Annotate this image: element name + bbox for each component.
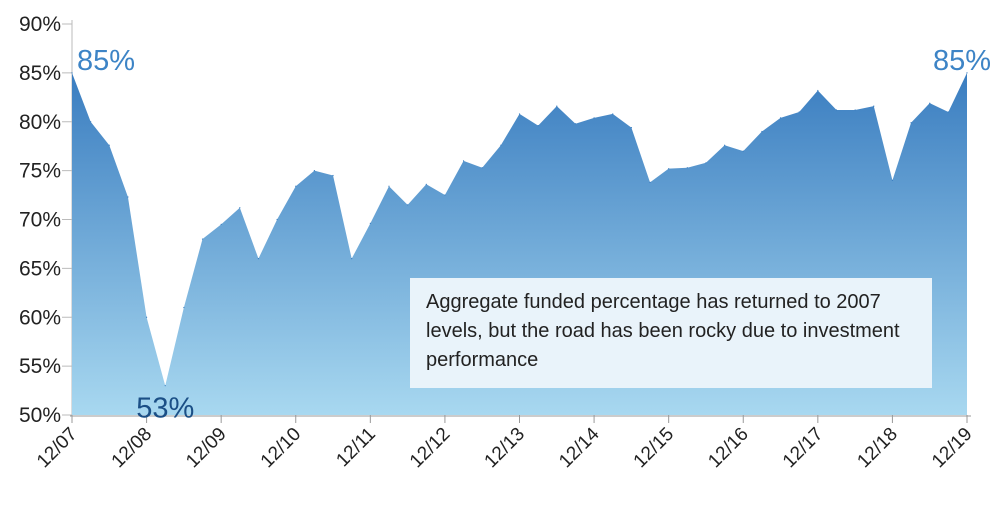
y-tick-label: 55% <box>19 355 61 378</box>
x-tick-label: 12/12 <box>406 424 454 472</box>
chart-note: Aggregate funded percentage has returned… <box>410 278 932 388</box>
data-point <box>593 117 595 119</box>
data-point <box>891 179 894 181</box>
trough-value-label: 53% <box>136 393 194 425</box>
data-point <box>630 127 632 129</box>
data-point <box>481 167 483 169</box>
data-point <box>164 385 166 387</box>
x-tick-label: 12/14 <box>555 423 604 472</box>
x-tick-label: 12/09 <box>182 424 230 472</box>
data-point <box>295 185 297 187</box>
data-point <box>183 306 185 309</box>
data-point <box>873 105 875 107</box>
y-tick-label: 90% <box>19 13 61 36</box>
x-tick-label: 12/17 <box>779 424 827 472</box>
data-point <box>108 144 110 146</box>
data-point <box>127 196 129 198</box>
data-point <box>388 185 390 187</box>
data-point <box>369 222 371 225</box>
data-point <box>444 194 446 196</box>
x-tick-label: 12/13 <box>481 424 529 472</box>
data-point <box>947 111 949 113</box>
x-tick-label: 12/10 <box>257 424 305 472</box>
y-tick-label: 50% <box>19 404 61 427</box>
data-point <box>966 72 968 74</box>
data-point <box>145 316 148 318</box>
x-tick-label: 12/16 <box>704 424 752 472</box>
x-tick-label: 12/15 <box>630 424 678 472</box>
data-point <box>556 105 558 107</box>
y-tick-label: 70% <box>19 209 61 232</box>
data-point <box>90 121 92 123</box>
data-point <box>332 174 334 177</box>
data-point <box>779 117 782 119</box>
data-point <box>817 89 819 92</box>
data-point <box>425 183 427 185</box>
data-point <box>351 258 353 260</box>
y-tick-label: 60% <box>19 306 61 329</box>
y-tick-label: 85% <box>19 62 61 85</box>
data-point <box>537 125 539 127</box>
y-tick-label: 80% <box>19 111 61 134</box>
data-point <box>71 72 73 74</box>
data-point <box>798 111 800 113</box>
data-point <box>462 160 465 162</box>
x-tick-label: 12/08 <box>108 424 156 472</box>
data-point <box>668 168 670 170</box>
data-point <box>742 150 744 152</box>
data-point <box>929 102 931 104</box>
data-point <box>910 122 912 124</box>
data-point <box>761 130 763 133</box>
y-tick-label: 65% <box>19 257 61 280</box>
x-tick-label: 12/18 <box>853 424 901 472</box>
x-tick-label: 12/07 <box>33 424 81 472</box>
data-point <box>518 113 521 115</box>
annotation-labels: 85% 53% 85% <box>77 45 991 425</box>
x-tick-label: 12/11 <box>332 424 379 471</box>
data-point <box>649 181 651 183</box>
data-point <box>500 144 502 146</box>
data-point <box>854 109 856 111</box>
y-tick-label: 75% <box>19 160 61 183</box>
x-tick-label: 12/19 <box>928 424 976 472</box>
data-point <box>612 113 614 115</box>
data-point <box>574 123 577 125</box>
data-point <box>239 207 241 209</box>
data-point <box>257 258 260 260</box>
data-point <box>313 170 315 172</box>
data-point <box>276 218 278 221</box>
data-point <box>407 204 409 206</box>
data-point <box>220 223 222 225</box>
peak-value-label: 85% <box>77 45 135 77</box>
y-axis: 50% 55% 60% 65% 70% 75% 80% 85% 90% <box>19 13 73 427</box>
peak-value-label: 85% <box>933 45 991 77</box>
data-point <box>705 162 707 164</box>
data-point <box>201 238 204 240</box>
data-point <box>835 109 838 111</box>
data-point <box>724 144 726 146</box>
data-point <box>686 167 688 169</box>
